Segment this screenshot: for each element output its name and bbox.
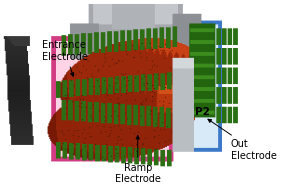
Text: P2: P2 (195, 107, 210, 117)
Text: Out
Electrode: Out Electrode (208, 119, 277, 161)
Text: Ramp
Electrode: Ramp Electrode (115, 136, 161, 184)
Text: Entrance
Electrode: Entrance Electrode (42, 40, 88, 76)
